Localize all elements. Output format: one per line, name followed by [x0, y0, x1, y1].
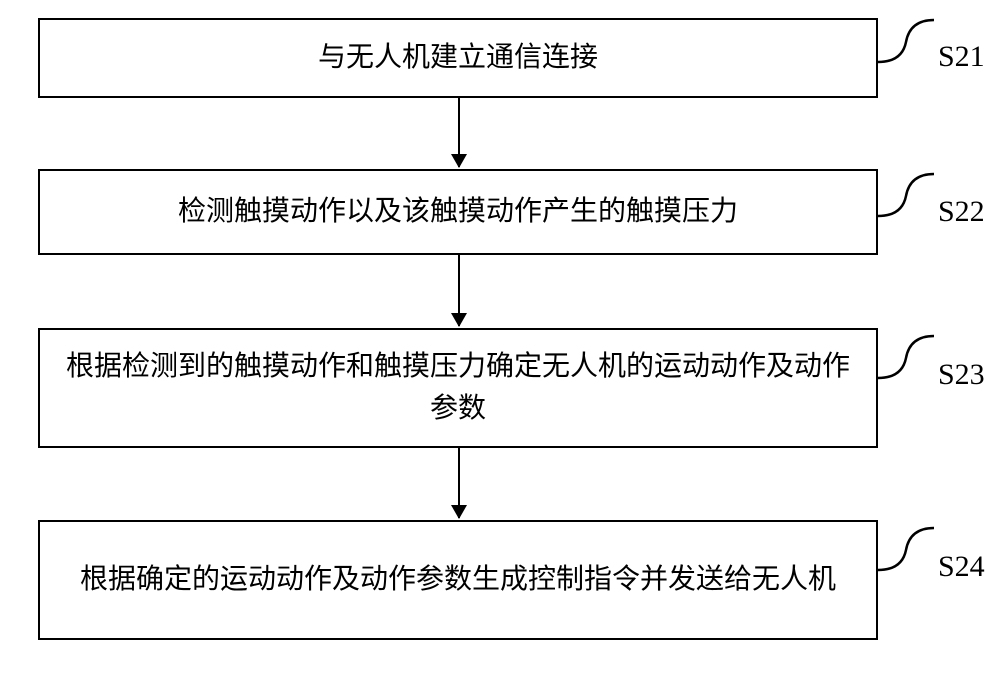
- bracket-s21: [878, 14, 934, 64]
- step-box-s24: 根据确定的运动动作及动作参数生成控制指令并发送给无人机: [38, 520, 878, 640]
- flowchart-container: 与无人机建立通信连接 S21 检测触摸动作以及该触摸动作产生的触摸压力 S22 …: [0, 0, 1000, 676]
- bracket-s23: [878, 330, 934, 380]
- arrow-s22-s23: [458, 255, 460, 326]
- step-label-s24: S24: [938, 550, 985, 584]
- arrow-s21-s22: [458, 98, 460, 167]
- bracket-s24: [878, 522, 934, 572]
- step-box-s22: 检测触摸动作以及该触摸动作产生的触摸压力: [38, 169, 878, 255]
- step-text-s22: 检测触摸动作以及该触摸动作产生的触摸压力: [178, 191, 738, 233]
- step-text-s21: 与无人机建立通信连接: [318, 37, 598, 79]
- bracket-s22: [878, 168, 934, 218]
- step-label-s22: S22: [938, 195, 985, 229]
- step-text-s24: 根据确定的运动动作及动作参数生成控制指令并发送给无人机: [80, 559, 836, 601]
- step-label-s23: S23: [938, 358, 985, 392]
- arrow-s23-s24: [458, 448, 460, 518]
- step-box-s21: 与无人机建立通信连接: [38, 18, 878, 98]
- step-text-s23: 根据检测到的触摸动作和触摸压力确定无人机的运动动作及动作参数: [60, 346, 856, 430]
- step-label-s21: S21: [938, 40, 985, 74]
- step-box-s23: 根据检测到的触摸动作和触摸压力确定无人机的运动动作及动作参数: [38, 328, 878, 448]
